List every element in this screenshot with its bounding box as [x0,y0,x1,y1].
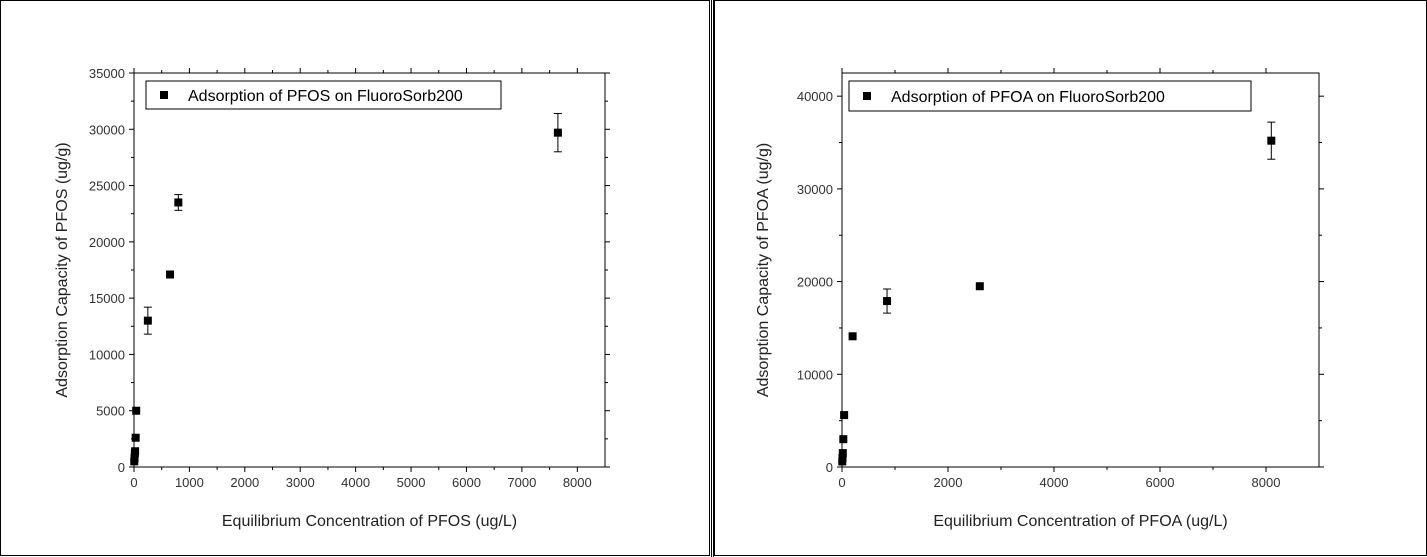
legend-marker [863,92,871,100]
data-point [132,406,141,415]
y-tick-label: 5000 [96,404,125,419]
data-point [131,433,140,442]
panel-divider [710,0,714,557]
y-axis-title: Adsorption Capacity of PFOA (ug/g) [755,143,772,397]
pfoa-chart: 0 2000 4000 6000 8000 0 10000 20000 30000 40000 Eq… [755,68,1324,530]
legend-label: Adsorption of PFOS on FluoroSorb200 [188,88,463,105]
y-tick-label: 15000 [89,291,125,306]
pfos-chart: 0 1000 2000 3000 4000 5000 6000 7000 8000 0 5000 10… [54,66,610,530]
legend-marker [160,91,168,99]
data-point [553,128,562,137]
data-point [174,198,183,207]
x-tick-label: 2000 [230,475,259,490]
x-tick-label: 7000 [507,475,536,490]
data-point [166,270,175,279]
legend-label: Adsorption of PFOA on FluoroSorb200 [891,89,1165,106]
x-tick-label: 0 [130,475,137,490]
x-tick-label: 4000 [341,475,370,490]
y-tick-label: 20000 [797,275,833,290]
x-tick-label: 0 [838,475,845,490]
chart-panel-pfos: 0 1000 2000 3000 4000 5000 6000 7000 8000 0 5000 10… [0,0,710,556]
data-point [1267,136,1276,145]
data-point [838,453,847,462]
plot-frame [133,72,606,468]
data-point [883,297,892,306]
data-point [975,282,984,291]
chart-panel-pfoa: 0 2000 4000 6000 8000 0 10000 20000 30000 40000 Eq… [714,0,1427,556]
legend-box [145,80,502,110]
x-tick-label: 8000 [563,475,592,490]
x-tick-label: 4000 [1040,475,1069,490]
y-tick-label: 25000 [89,179,125,194]
data-point [838,449,847,458]
x-tick-label: 1000 [175,475,204,490]
y-tick-label: 20000 [89,235,125,250]
y-tick-label: 30000 [797,182,833,197]
data-point [131,447,140,456]
x-axis-title: Equilibrium Concentration of PFOA (ug/L) [933,513,1227,530]
y-tick-label: 30000 [89,122,125,137]
y-tick-label: 35000 [89,66,125,81]
plot-frame [841,72,1320,468]
x-axis-title: Equilibrium Concentration of PFOS (ug/L) [222,513,517,530]
y-tick-label: 40000 [797,89,833,104]
data-point [848,332,857,341]
x-tick-label: 6000 [1146,475,1175,490]
data-point [130,453,139,462]
data-point [143,316,152,325]
x-tick-label: 2000 [934,475,963,490]
x-tick-label: 6000 [452,475,481,490]
y-tick-label: 10000 [89,347,125,362]
data-point [839,435,848,444]
y-tick-label: 0 [118,460,125,475]
x-tick-label: 3000 [286,475,315,490]
y-axis-title: Adsorption Capacity of PFOS (ug/g) [54,142,71,397]
x-tick-label: 5000 [397,475,426,490]
legend-box [848,80,1252,112]
x-tick-label: 8000 [1252,475,1281,490]
y-tick-label: 10000 [797,367,833,382]
data-point [840,411,849,420]
y-tick-label: 0 [826,460,833,475]
